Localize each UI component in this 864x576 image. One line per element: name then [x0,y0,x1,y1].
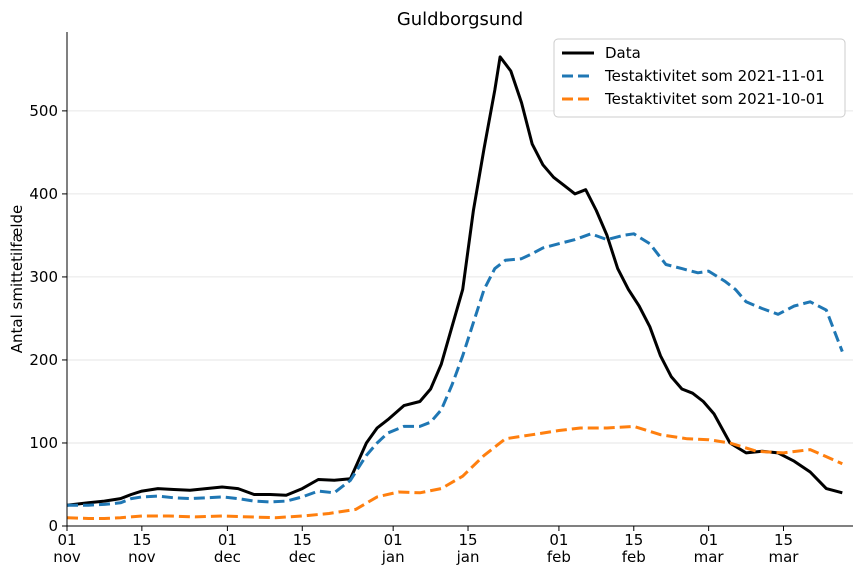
x-tick-day-label: 15 [624,531,643,549]
x-tick-day-label: 15 [293,531,312,549]
x-tick-month-label: nov [128,548,156,566]
x-tick-day-label: 15 [458,531,477,549]
legend-label-3: Testaktivitet som 2021-10-01 [604,90,825,108]
x-tick-day-label: 01 [384,531,403,549]
grid-lines [67,110,853,444]
x-tick-month-label: dec [289,548,316,566]
legend-label-2: Testaktivitet som 2021-11-01 [604,67,825,85]
x-tick-month-label: dec [214,548,241,566]
x-tick-day-label: 15 [774,531,793,549]
x-tick-day-label: 01 [57,531,76,549]
series-line-1 [66,55,843,507]
axes [66,32,853,527]
x-tick-day-label: 15 [132,531,151,549]
x-tick-month-label: feb [622,548,646,566]
y-tick-label: 0 [48,517,58,535]
series-group [66,55,844,520]
series-line-3 [66,424,843,520]
x-tick-day-label: 01 [699,531,718,549]
x-ticks: 01nov15nov01dec15dec01jan15jan01feb15feb… [53,526,799,566]
y-tick-label: 400 [29,185,58,203]
x-tick-month-label: jan [381,548,405,566]
legend-box [553,38,846,118]
legend-label-1: Data [605,44,641,62]
series-line-2 [67,232,844,507]
x-tick-month-label: mar [694,548,725,566]
y-tick-label: 500 [29,102,58,120]
x-tick-month-label: mar [768,548,799,566]
x-tick-day-label: 01 [549,531,568,549]
x-tick-month-label: feb [547,548,571,566]
y-axis-label: Antal smittetilfælde [8,205,26,354]
x-tick-month-label: nov [53,548,81,566]
x-tick-day-label: 01 [218,531,237,549]
y-tick-label: 100 [29,434,58,452]
legend: Data Testaktivitet som 2021-11-01 Testakti… [553,38,846,118]
y-tick-label: 200 [29,351,58,369]
y-tick-label: 300 [29,268,58,286]
y-ticks: 0 100 200 300 400 500 [29,102,67,535]
chart-title: Guldborgsund [397,9,523,30]
x-tick-month-label: jan [456,548,480,566]
